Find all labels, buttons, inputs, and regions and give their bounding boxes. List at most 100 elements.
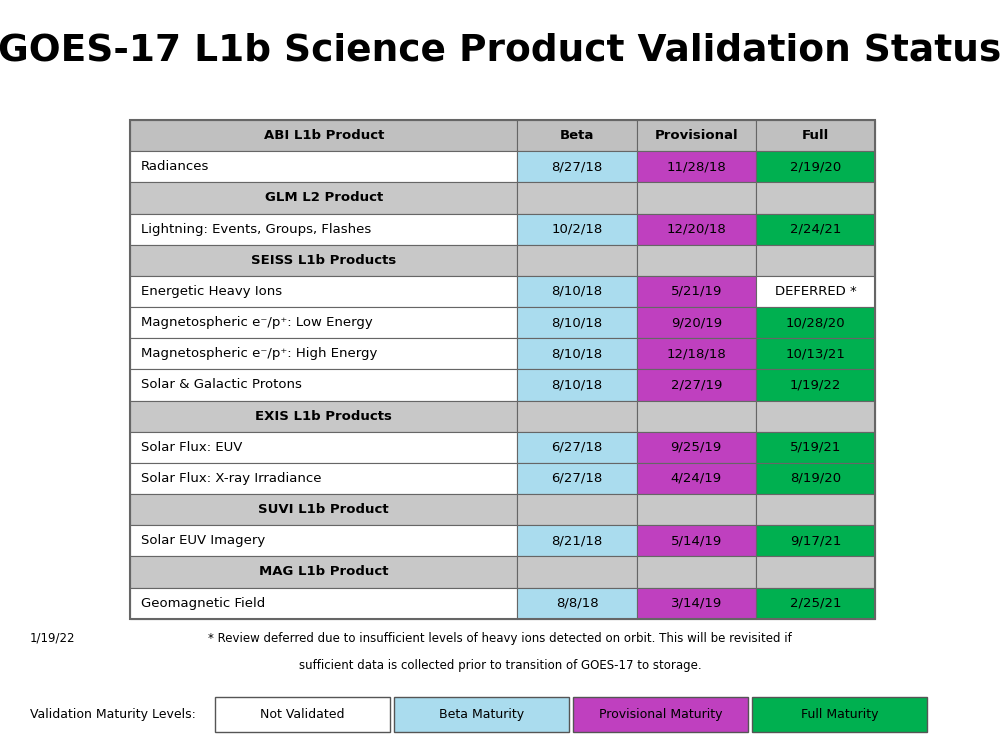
Bar	[637, 276, 756, 307]
Bar	[517, 587, 637, 619]
Bar	[517, 244, 637, 276]
Bar	[637, 587, 756, 619]
Bar	[130, 400, 517, 432]
Text: Provisional Maturity: Provisional Maturity	[599, 708, 722, 721]
Text: 9/25/19: 9/25/19	[671, 441, 722, 454]
Bar	[756, 463, 875, 494]
Bar	[130, 369, 517, 400]
Text: Solar & Galactic Protons: Solar & Galactic Protons	[141, 379, 302, 392]
Bar	[130, 463, 517, 494]
Text: 9/17/21: 9/17/21	[790, 534, 841, 548]
Bar	[130, 556, 517, 587]
Text: Not Validated: Not Validated	[260, 708, 345, 721]
Bar	[517, 463, 637, 494]
Text: Solar Flux: X-ray Irradiance: Solar Flux: X-ray Irradiance	[141, 472, 322, 485]
Bar	[130, 276, 517, 307]
Bar	[756, 432, 875, 463]
Text: 8/10/18: 8/10/18	[551, 285, 603, 298]
Bar	[637, 244, 756, 276]
Bar	[394, 697, 569, 732]
Text: Full: Full	[802, 129, 829, 142]
Bar	[130, 587, 517, 619]
Bar	[517, 182, 637, 214]
Bar	[215, 697, 390, 732]
Text: MAG L1b Product: MAG L1b Product	[259, 566, 388, 578]
Bar	[637, 432, 756, 463]
Bar	[756, 152, 875, 182]
Bar	[637, 214, 756, 244]
Bar	[130, 214, 517, 244]
Bar	[637, 307, 756, 338]
Bar	[756, 556, 875, 587]
Bar	[130, 182, 517, 214]
Bar	[756, 276, 875, 307]
Bar	[756, 182, 875, 214]
Text: Radiances: Radiances	[141, 160, 210, 173]
Text: 3/14/19: 3/14/19	[671, 597, 722, 610]
Bar	[130, 525, 517, 556]
Bar	[517, 369, 637, 400]
Text: 5/19/21: 5/19/21	[790, 441, 841, 454]
Text: 6/27/18: 6/27/18	[551, 441, 603, 454]
Text: 6/27/18: 6/27/18	[551, 472, 603, 485]
Text: SEISS L1b Products: SEISS L1b Products	[251, 254, 396, 267]
Text: ABI L1b Product: ABI L1b Product	[264, 129, 384, 142]
Text: 1/19/22: 1/19/22	[790, 379, 841, 392]
Text: Geomagnetic Field: Geomagnetic Field	[141, 597, 265, 610]
Text: Magnetospheric e⁻/p⁺: High Energy: Magnetospheric e⁻/p⁺: High Energy	[141, 347, 378, 360]
Text: SUVI L1b Product: SUVI L1b Product	[258, 503, 389, 516]
Text: 12/18/18: 12/18/18	[666, 347, 726, 360]
Bar	[130, 152, 517, 182]
Text: 2/27/19: 2/27/19	[671, 379, 722, 392]
Bar	[756, 120, 875, 152]
Text: 8/10/18: 8/10/18	[551, 347, 603, 360]
Bar	[637, 463, 756, 494]
Text: 12/20/18: 12/20/18	[666, 223, 726, 236]
Text: 9/20/19: 9/20/19	[671, 316, 722, 329]
Text: 8/10/18: 8/10/18	[551, 316, 603, 329]
Bar	[637, 120, 756, 152]
Bar	[130, 244, 517, 276]
Bar	[517, 338, 637, 369]
Bar	[517, 525, 637, 556]
Text: Beta Maturity: Beta Maturity	[439, 708, 524, 721]
Text: 5/14/19: 5/14/19	[671, 534, 722, 548]
Bar	[517, 556, 637, 587]
Text: Full Maturity: Full Maturity	[801, 708, 878, 721]
Bar	[130, 338, 517, 369]
Text: 10/2/18: 10/2/18	[551, 223, 603, 236]
Text: 2/19/20: 2/19/20	[790, 160, 841, 173]
Bar	[756, 587, 875, 619]
Text: GOES-17 L1b Science Product Validation Status: GOES-17 L1b Science Product Validation S…	[0, 32, 1000, 68]
Bar	[130, 432, 517, 463]
Bar	[756, 214, 875, 244]
Bar	[637, 525, 756, 556]
Text: Beta: Beta	[560, 129, 594, 142]
Bar	[756, 369, 875, 400]
Text: Solar Flux: EUV: Solar Flux: EUV	[141, 441, 243, 454]
Bar	[637, 494, 756, 525]
Bar	[756, 338, 875, 369]
Text: * Review deferred due to insufficient levels of heavy ions detected on orbit. Th: * Review deferred due to insufficient le…	[208, 632, 792, 645]
Text: 11/28/18: 11/28/18	[666, 160, 726, 173]
Text: 10/13/21: 10/13/21	[785, 347, 845, 360]
Bar	[637, 400, 756, 432]
Text: Provisional: Provisional	[654, 129, 738, 142]
Text: 4/24/19: 4/24/19	[671, 472, 722, 485]
Bar	[637, 556, 756, 587]
Bar	[756, 244, 875, 276]
Bar	[130, 307, 517, 338]
Text: DEFERRED *: DEFERRED *	[775, 285, 856, 298]
Text: 10/28/20: 10/28/20	[786, 316, 845, 329]
Bar	[517, 307, 637, 338]
Text: 5/21/19: 5/21/19	[671, 285, 722, 298]
Text: EXIS L1b Products: EXIS L1b Products	[255, 410, 392, 423]
Bar	[637, 152, 756, 182]
Text: Lightning: Events, Groups, Flashes: Lightning: Events, Groups, Flashes	[141, 223, 371, 236]
Bar	[130, 120, 517, 152]
Bar	[637, 369, 756, 400]
Text: Energetic Heavy Ions: Energetic Heavy Ions	[141, 285, 282, 298]
Text: 2/25/21: 2/25/21	[790, 597, 841, 610]
Bar	[517, 152, 637, 182]
Text: Solar EUV Imagery: Solar EUV Imagery	[141, 534, 265, 548]
